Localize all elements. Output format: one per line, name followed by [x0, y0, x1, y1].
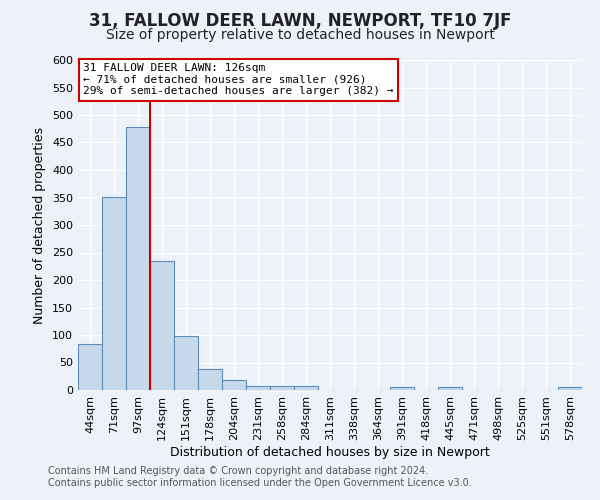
Bar — [246, 386, 270, 390]
Bar — [198, 369, 222, 390]
Text: Contains HM Land Registry data © Crown copyright and database right 2024.
Contai: Contains HM Land Registry data © Crown c… — [48, 466, 472, 487]
Text: 31 FALLOW DEER LAWN: 126sqm
← 71% of detached houses are smaller (926)
29% of se: 31 FALLOW DEER LAWN: 126sqm ← 71% of det… — [83, 64, 394, 96]
Text: 31, FALLOW DEER LAWN, NEWPORT, TF10 7JF: 31, FALLOW DEER LAWN, NEWPORT, TF10 7JF — [89, 12, 511, 30]
Bar — [102, 198, 126, 390]
X-axis label: Distribution of detached houses by size in Newport: Distribution of detached houses by size … — [170, 446, 490, 458]
Bar — [558, 387, 582, 390]
Bar — [222, 380, 246, 390]
Text: Size of property relative to detached houses in Newport: Size of property relative to detached ho… — [106, 28, 494, 42]
Bar — [270, 386, 294, 390]
Bar — [438, 387, 462, 390]
Bar — [150, 261, 174, 390]
Bar — [390, 387, 414, 390]
Bar — [174, 336, 198, 390]
Bar — [78, 344, 102, 390]
Bar — [126, 127, 150, 390]
Y-axis label: Number of detached properties: Number of detached properties — [34, 126, 46, 324]
Bar — [294, 386, 318, 390]
